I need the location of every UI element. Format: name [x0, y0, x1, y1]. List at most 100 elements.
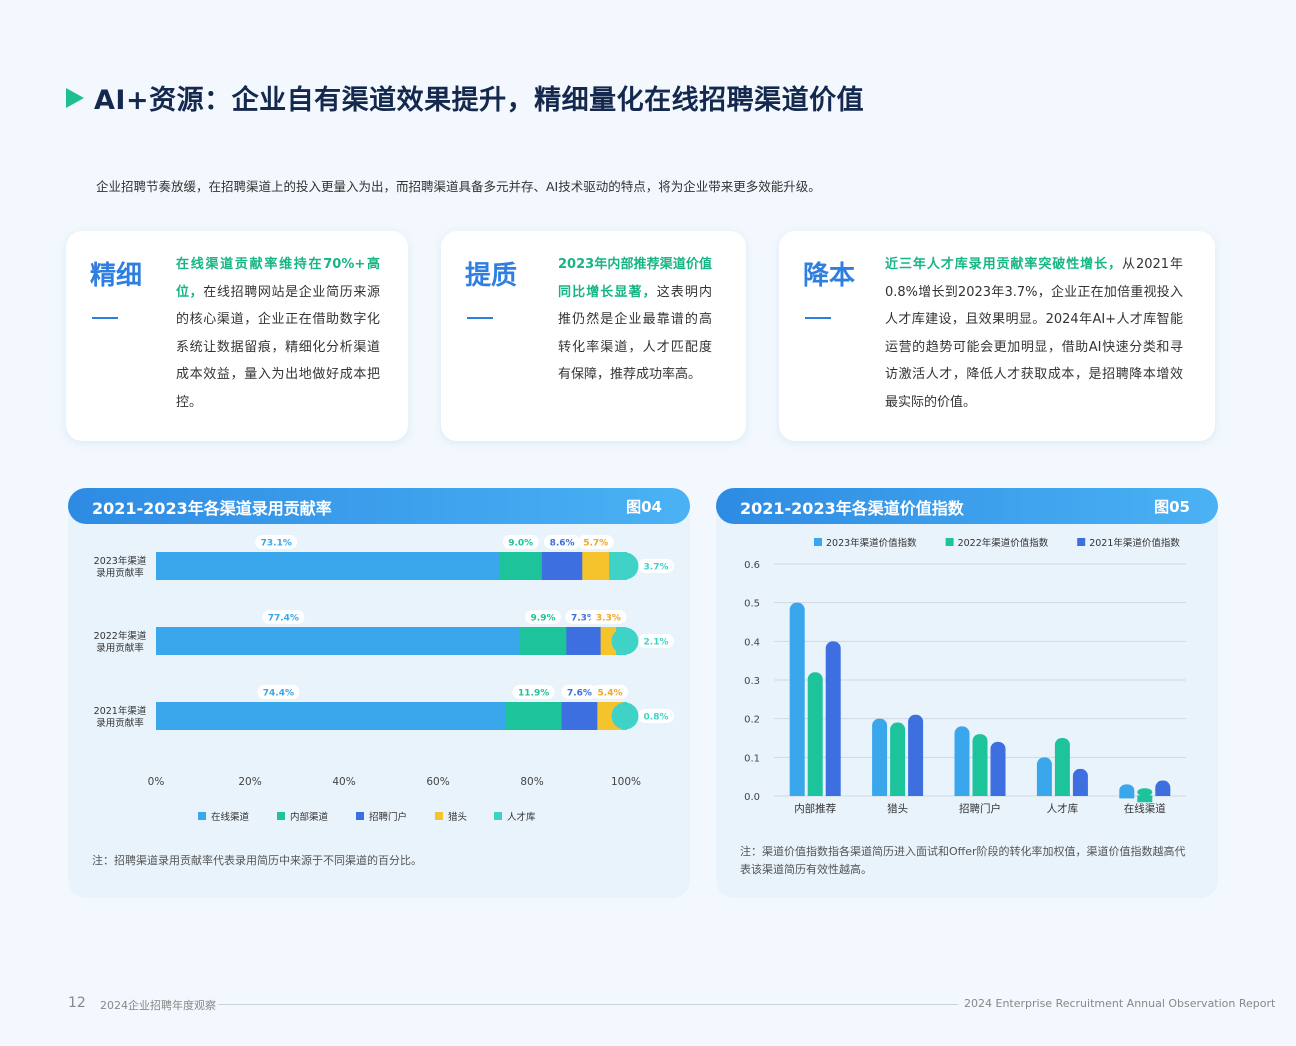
card-heading: 提质 — [465, 261, 518, 291]
bar-base — [825, 789, 841, 796]
legend-swatch — [198, 812, 206, 820]
data-label-pill — [590, 610, 627, 624]
bar-base — [872, 789, 888, 796]
card-jiangben: 降本 近三年人才库录用贡献率突破性增长，从2021年0.8%增长到2023年3.… — [779, 231, 1215, 441]
category-label: 录用贡献率 — [96, 717, 144, 729]
bar — [908, 714, 924, 796]
legend-label: 招聘门户 — [369, 811, 407, 823]
card-body: 2023年内部推荐渠道价值同比增长显著，这表明内推仍然是企业最靠谱的高转化率渠道… — [558, 251, 712, 389]
x-tick-label: 在线渠道 — [1124, 802, 1166, 815]
bar — [1054, 738, 1070, 796]
play-triangle-icon — [66, 87, 84, 108]
data-label: 3.3% — [596, 614, 621, 624]
panel-value-index: 2021-2023年各渠道价值指数 图05 0.0 0.1 0.2 0.3 0.4 0.5… — [716, 488, 1218, 898]
legend-label: 2023年渠道价值指数 — [826, 537, 917, 549]
card-highlight: 在线渠道贡献率维持在70%+高位， — [176, 257, 380, 300]
chart-note: 注：渠道价值指数指各渠道简历进入面试和Offer阶段的转化率加权值，渠道价值指数… — [740, 845, 1186, 876]
bar — [972, 734, 988, 796]
legend-label: 内部渠道 — [290, 811, 329, 823]
bar-base — [1155, 789, 1171, 796]
data-label-pill — [561, 685, 598, 699]
bar — [789, 602, 805, 796]
card-divider — [467, 317, 493, 319]
data-label: 3.7% — [644, 563, 669, 573]
bar-segment — [505, 702, 563, 730]
bar — [825, 641, 841, 796]
x-tick-label: 内部推荐 — [794, 802, 836, 815]
bar-base — [890, 789, 906, 796]
x-tick-label: 招聘门户 — [959, 802, 1001, 815]
data-label: 8.6% — [550, 539, 575, 549]
category-label: 2022年渠道 — [94, 630, 147, 642]
x-tick-label: 猎头 — [887, 802, 908, 815]
bar-segment — [156, 552, 501, 580]
bar-end-cap — [611, 627, 639, 655]
bar-segment — [561, 702, 598, 730]
bar-segment — [600, 627, 617, 655]
bar-base — [1137, 795, 1153, 803]
x-tick-label: 60% — [426, 776, 449, 788]
panel-title-bar: 2021-2023年各渠道录用贡献率 图04 — [68, 488, 690, 524]
legend-label: 2021年渠道价值指数 — [1089, 537, 1180, 549]
data-label-pill — [502, 535, 539, 549]
bar — [872, 718, 888, 796]
bar-base — [954, 789, 970, 796]
bar — [990, 741, 1006, 796]
data-label: 11.9% — [518, 689, 549, 699]
data-label: 2.1% — [644, 638, 669, 648]
bar-end-cap — [611, 552, 639, 580]
panel-title: 2021-2023年各渠道录用贡献率 — [92, 499, 332, 518]
intro-text: 企业招聘节奏放缓，在招聘渠道上的投入更量入为出，而招聘渠道具备多元并存、AI技术… — [96, 179, 821, 194]
panel-contribution-rate: 2021-2023年各渠道录用贡献率 图04 2023年渠道 录用贡献率 73.1%… — [68, 488, 690, 898]
card-jingxi: 精细 在线渠道贡献率维持在70%+高位，在线招聘网站是企业简历来源的核心渠道，企… — [66, 231, 408, 441]
data-label-pill — [255, 535, 298, 549]
data-label: 5.4% — [598, 689, 623, 699]
card-divider — [805, 317, 831, 319]
bar-base — [972, 789, 988, 796]
data-label-pill — [262, 610, 305, 624]
legend-label: 猎头 — [448, 811, 467, 823]
value-index-bar-chart: 0.0 0.1 0.2 0.3 0.4 0.5 0.6 2023年渠道价值指数 2022年渠道价… — [744, 537, 1186, 815]
bar-base — [1072, 789, 1088, 796]
data-label-pill — [525, 610, 562, 624]
data-label-pill — [592, 685, 629, 699]
data-label-pill — [544, 535, 581, 549]
bar-segment — [499, 552, 543, 580]
data-label-pill — [577, 535, 614, 549]
bar-base — [807, 789, 823, 796]
bar-end-cap — [611, 702, 639, 730]
bar — [954, 726, 970, 796]
card-text: 在线招聘网站是企业简历来源的核心渠道，企业正在借助数字化系统让数据留痕，精细化分… — [176, 284, 380, 410]
x-tick-label: 80% — [520, 776, 543, 788]
data-label-pill — [512, 685, 555, 699]
legend-label: 人才库 — [507, 811, 536, 823]
category-label: 录用贡献率 — [96, 567, 144, 579]
card-text: 从2021年0.8%增长到2023年3.7%，企业正在加倍重视投入人才库建设，且… — [885, 257, 1183, 410]
x-tick-label: 人才库 — [1047, 802, 1079, 815]
bar — [807, 672, 823, 796]
legend-swatch — [1077, 538, 1086, 546]
bar-base — [1036, 789, 1052, 796]
chart-note: 注：招聘渠道录用贡献率代表录用简历中来源于不同渠道的百分比。 — [92, 854, 422, 867]
x-tick-label: 0% — [148, 776, 165, 788]
panel-title-bar: 2021-2023年各渠道价值指数 图05 — [716, 488, 1218, 524]
card-divider — [92, 317, 118, 319]
data-label-pill — [257, 685, 300, 699]
bar-segment — [156, 702, 507, 730]
page-title: AI+资源：企业自有渠道效果提升，精细量化在线招聘渠道价值 — [94, 85, 865, 116]
data-label: 7.6% — [567, 689, 592, 699]
legend-swatch — [945, 538, 954, 546]
legend-swatch — [356, 812, 364, 820]
bar-base — [1119, 791, 1135, 799]
card-highlight: 2023年内部推荐渠道价值同比增长显著， — [558, 257, 712, 300]
data-label: 5.7% — [583, 539, 608, 549]
x-tick-label: 100% — [611, 776, 641, 788]
card-heading: 降本 — [803, 261, 856, 291]
card-tizhi: 提质 2023年内部推荐渠道价值同比增长显著，这表明内推仍然是企业最靠谱的高转化… — [441, 231, 746, 441]
data-label-pill — [638, 634, 674, 648]
footer-left: 2024企业招聘年度观察 — [100, 999, 216, 1012]
panel-title: 2021-2023年各渠道价值指数 — [740, 499, 964, 518]
y-tick-label: 0.3 — [744, 676, 760, 687]
y-tick-label: 0.4 — [744, 637, 760, 648]
legend-swatch — [435, 812, 443, 820]
